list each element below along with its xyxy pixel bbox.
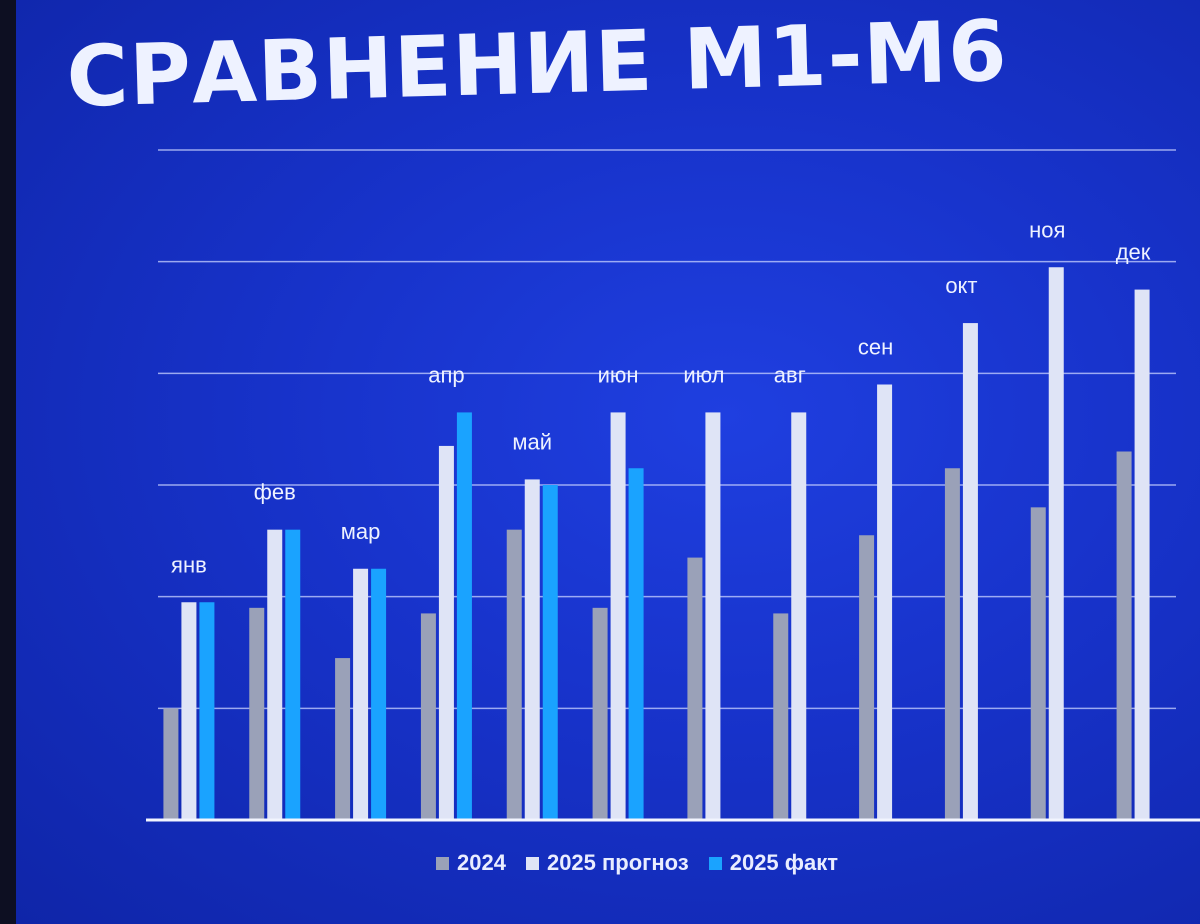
bar-chart: янв фев мар апр май июн июл авг сен окт ноя дек — [146, 149, 1200, 822]
slide: СРАВНЕНИЕ М1-М6 янв фев мар апр май июн июл авг… — [16, 0, 1200, 924]
bar-2025-forecast-2 — [267, 529, 283, 820]
bar-2025-fact-4 — [456, 412, 472, 820]
legend-item-2025-forecast: 2025 прогноз — [525, 850, 689, 876]
legend-item-2025-fact: 2025 факт — [708, 850, 839, 876]
legend: 2024 2025 прогноз 2025 факт — [436, 850, 838, 876]
bar-2024-7 — [687, 557, 703, 820]
legend-label-2025-fact: 2025 факт — [729, 850, 839, 875]
category-label: мар — [341, 519, 381, 544]
category-label: ноя — [1029, 217, 1065, 242]
bar-2025-forecast-7 — [705, 412, 721, 820]
category-label: фев — [254, 480, 296, 505]
legend-label-2025-forecast: 2025 прогноз — [546, 850, 689, 875]
legend-item-2024: 2024 — [436, 850, 506, 876]
bar-2024-2 — [249, 607, 265, 820]
legend-swatch-2024 — [436, 856, 449, 870]
category-label: янв — [171, 552, 207, 577]
bar-2024-12 — [1116, 451, 1132, 820]
bar-2024-8 — [773, 613, 789, 820]
bar-2025-forecast-1 — [181, 602, 197, 820]
bar-2024-4 — [420, 613, 436, 820]
bars — [163, 267, 1150, 820]
bar-2025-forecast-6 — [610, 412, 626, 820]
bar-2025-forecast-3 — [353, 568, 369, 820]
category-label: апр — [428, 362, 464, 387]
bar-2024-3 — [335, 658, 351, 820]
bar-2024-6 — [592, 607, 608, 820]
category-label: окт — [945, 273, 977, 298]
bar-2025-fact-1 — [199, 602, 215, 820]
category-label: июл — [683, 362, 724, 387]
bar-2025-forecast-11 — [1048, 267, 1064, 820]
category-label: авг — [774, 362, 806, 387]
bar-2024-5 — [506, 529, 522, 820]
bar-2025-fact-6 — [628, 468, 644, 820]
bar-2025-forecast-8 — [791, 412, 807, 820]
legend-swatch-2025-forecast — [525, 856, 539, 870]
bar-2025-fact-2 — [285, 529, 301, 820]
bar-2024-1 — [163, 708, 179, 820]
category-label: сен — [858, 335, 893, 360]
bar-2025-forecast-12 — [1134, 289, 1150, 820]
bar-2024-10 — [944, 468, 960, 820]
bar-2025-fact-3 — [371, 568, 387, 820]
legend-swatch-2025-fact — [708, 856, 722, 870]
bar-2025-forecast-10 — [962, 323, 978, 820]
bar-2025-forecast-9 — [877, 384, 893, 820]
legend-label-2024: 2024 — [457, 850, 506, 875]
category-label: июн — [598, 362, 639, 387]
bar-2025-forecast-4 — [438, 445, 454, 820]
bar-2024-9 — [859, 535, 875, 820]
bar-2025-forecast-5 — [524, 479, 540, 820]
category-label: дек — [1116, 240, 1151, 265]
category-label: май — [512, 429, 552, 454]
grid-lines — [158, 149, 1176, 710]
category-labels: янв фев мар апр май июн июл авг сен окт ноя дек — [171, 217, 1151, 577]
bar-2024-11 — [1030, 507, 1046, 820]
bar-2025-fact-5 — [542, 485, 558, 820]
